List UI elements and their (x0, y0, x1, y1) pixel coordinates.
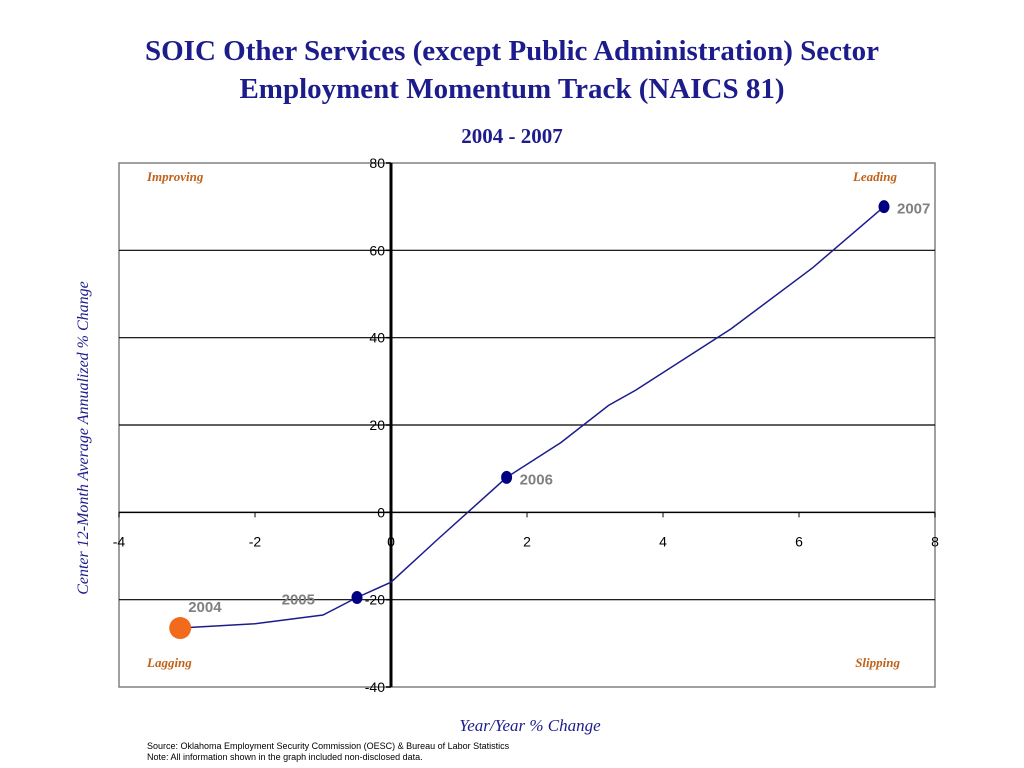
chart-title: SOIC Other Services (except Public Admin… (0, 32, 1024, 108)
chart-subtitle: 2004 - 2007 (461, 124, 563, 148)
quadrant-label-slipping: Slipping (855, 655, 900, 670)
y-tick-label: 20 (369, 417, 385, 433)
x-tick-label: 0 (387, 533, 395, 549)
point-label-2007: 2007 (897, 201, 930, 218)
y-tick-label: 0 (377, 504, 385, 520)
x-tick-label: 8 (931, 533, 939, 549)
x-tick-label: -2 (249, 533, 262, 549)
quadrant-label-improving: Improving (146, 169, 204, 184)
quadrant-label-lagging: Lagging (146, 655, 192, 670)
x-axis-label: Year/Year % Change (459, 716, 601, 735)
y-tick-label: 60 (369, 242, 385, 258)
x-tick-label: -4 (113, 533, 126, 549)
x-tick-label: 4 (659, 533, 667, 549)
point-marker-2007 (878, 200, 890, 214)
y-tick-label: 80 (369, 155, 385, 171)
point-label-2004: 2004 (188, 599, 222, 616)
start-marker-2004 (169, 617, 192, 640)
point-marker-2005 (351, 590, 363, 604)
chart-title-line-1: SOIC Other Services (except Public Admin… (144, 35, 880, 67)
y-tick-label: -20 (365, 592, 385, 608)
y-tick-label: -40 (365, 679, 385, 695)
point-marker-2006 (501, 470, 513, 484)
momentum-line (180, 206, 885, 629)
source-line: Source: Oklahoma Employment Security Com… (147, 741, 510, 751)
y-tick-label: 40 (369, 330, 385, 346)
source-note: Source: Oklahoma Employment Security Com… (147, 741, 509, 763)
quadrant-label-leading: Leading (852, 169, 898, 184)
x-tick-label: 2 (523, 533, 531, 549)
point-label-2006: 2006 (520, 471, 553, 488)
y-axis-label: Center 12-Month Average Annualized % Cha… (75, 281, 92, 595)
x-tick-label: 6 (795, 533, 803, 549)
chart-title-line-2: Employment Momentum Track (NAICS 81) (239, 73, 785, 105)
disclosure-note: Note: All information shown in the graph… (147, 752, 423, 762)
point-label-2005: 2005 (282, 591, 315, 608)
